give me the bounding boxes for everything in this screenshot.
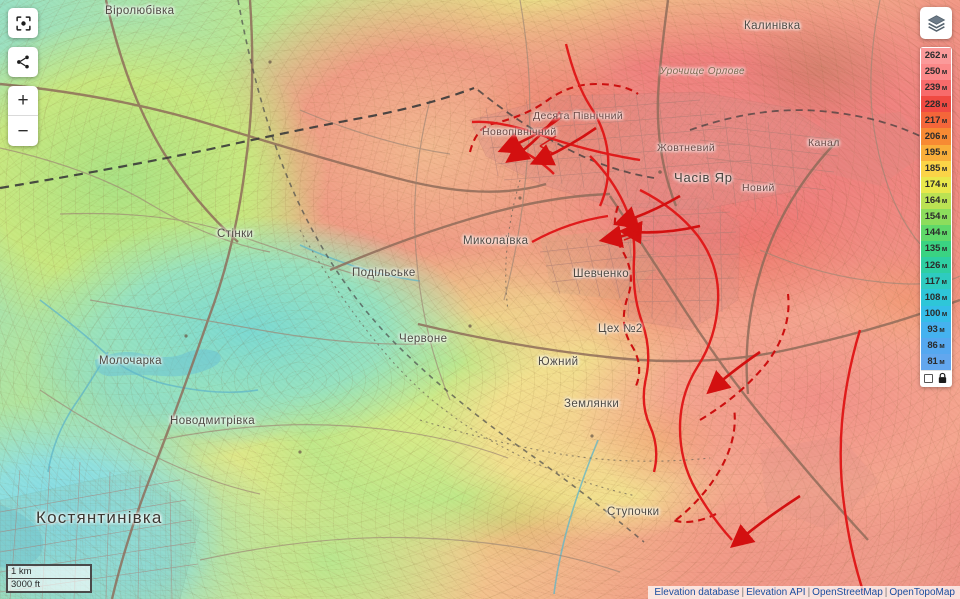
map-controls[interactable]: + − xyxy=(8,8,38,146)
legend-row: 206 м xyxy=(921,128,951,145)
advance-arrow-fans xyxy=(539,135,641,241)
legend-row: 174 м xyxy=(921,176,951,193)
share-button[interactable] xyxy=(8,47,38,77)
legend-value: 93 xyxy=(927,323,938,335)
legend-unit: м xyxy=(941,308,948,318)
zoom-in-button[interactable]: + xyxy=(8,86,38,116)
legend-row: 93 м xyxy=(921,321,951,338)
attribution-separator: | xyxy=(807,587,811,598)
legend-unit: м xyxy=(941,276,948,286)
admin-boundaries xyxy=(299,179,711,497)
lock-icon[interactable] xyxy=(937,372,948,384)
legend-row: 108 м xyxy=(921,289,951,306)
legend-unit: м xyxy=(941,147,948,157)
legend-unit: м xyxy=(941,228,948,238)
legend-row: 217 м xyxy=(921,112,951,129)
legend-value: 174 xyxy=(924,179,941,191)
legend-value: 217 xyxy=(924,114,941,126)
attribution-separator: | xyxy=(741,587,745,598)
legend-value: 185 xyxy=(924,162,941,174)
legend-unit: м xyxy=(941,115,948,125)
elevation-legend[interactable]: 262 м 250 м 239 м 228 м 217 м 206 м 195 м 185 м 174 м 164 м… xyxy=(920,47,952,387)
legend-checkbox[interactable] xyxy=(924,373,933,383)
legend-value: 206 xyxy=(924,130,941,142)
legend-row: 135 м xyxy=(921,241,951,258)
attribution-link[interactable]: Elevation database xyxy=(654,587,740,598)
attribution-link[interactable]: Elevation API xyxy=(746,587,806,598)
legend-row: 117 м xyxy=(921,273,951,290)
legend-unit: м xyxy=(941,212,948,222)
zoom-out-button[interactable]: − xyxy=(17,120,29,142)
attribution-link[interactable]: OpenStreetMap xyxy=(812,587,883,598)
legend-value: 164 xyxy=(924,195,941,207)
legend-row: 185 м xyxy=(921,160,951,177)
front-line-solid xyxy=(471,43,866,595)
legend-value: 195 xyxy=(924,146,941,158)
legend-unit: м xyxy=(941,244,948,254)
legend-row: 228 м xyxy=(921,96,951,113)
legend-unit: м xyxy=(941,196,948,206)
legend-value: 100 xyxy=(924,307,941,319)
legend-row: 164 м xyxy=(921,192,951,209)
legend-unit: м xyxy=(941,180,948,190)
legend-value: 86 xyxy=(927,339,938,351)
locate-button[interactable] xyxy=(8,8,38,38)
legend-value: 81 xyxy=(927,356,938,368)
legend-unit: м xyxy=(941,51,948,61)
legend-row: 250 м xyxy=(921,64,951,81)
legend-value: 108 xyxy=(924,291,941,303)
legend-value: 154 xyxy=(924,211,941,223)
legend-unit: м xyxy=(941,67,948,77)
legend-unit: м xyxy=(939,357,945,367)
attribution-bar[interactable]: Elevation database | Elevation API | OpenStr… xyxy=(648,586,960,599)
legend-value: 135 xyxy=(924,243,941,255)
advance-arrows[interactable] xyxy=(497,111,801,548)
legend-unit: м xyxy=(941,99,948,109)
scale-bar: 1 km 3000 ft xyxy=(6,564,92,593)
legend-value: 228 xyxy=(924,98,941,110)
elevation-legend-footer[interactable] xyxy=(921,369,951,386)
zoom-controls[interactable]: + − xyxy=(8,86,38,146)
legend-unit: м xyxy=(939,324,945,334)
legend-row: 239 м xyxy=(921,80,951,97)
attribution-separator: | xyxy=(884,587,888,598)
legend-unit: м xyxy=(941,131,948,141)
layers-button[interactable] xyxy=(920,7,952,39)
legend-unit: м xyxy=(939,340,945,350)
railway xyxy=(0,0,925,543)
poi-markers xyxy=(184,60,744,454)
share-icon xyxy=(17,55,29,69)
elevation-legend-rows: 262 м 250 м 239 м 228 м 217 м 206 м 195 м 185 м 174 м 164 м… xyxy=(921,48,951,370)
attribution-link[interactable]: OpenTopoMap xyxy=(889,587,955,598)
legend-row: 126 м xyxy=(921,257,951,274)
scale-imperial: 3000 ft xyxy=(6,579,92,593)
legend-row: 144 м xyxy=(921,225,951,242)
legend-value: 250 xyxy=(924,66,941,78)
legend-row: 81 м xyxy=(921,353,951,370)
river-lines xyxy=(39,244,599,595)
scale-metric: 1 km xyxy=(6,564,92,580)
legend-unit: м xyxy=(941,292,948,302)
legend-row: 100 м xyxy=(921,305,951,322)
legend-value: 117 xyxy=(925,275,941,287)
legend-row: 195 м xyxy=(921,144,951,161)
legend-value: 126 xyxy=(924,259,941,271)
crosshair-icon xyxy=(15,15,31,31)
legend-row: 262 м xyxy=(921,48,951,65)
legend-value: 262 xyxy=(924,50,941,62)
legend-unit: м xyxy=(941,163,948,173)
layers-icon xyxy=(927,14,945,32)
legend-unit: м xyxy=(941,83,948,93)
legend-unit: м xyxy=(941,260,948,270)
legend-value: 144 xyxy=(924,227,941,239)
legend-row: 86 м xyxy=(921,337,951,354)
legend-value: 239 xyxy=(924,82,941,94)
legend-row: 154 м xyxy=(921,208,951,226)
